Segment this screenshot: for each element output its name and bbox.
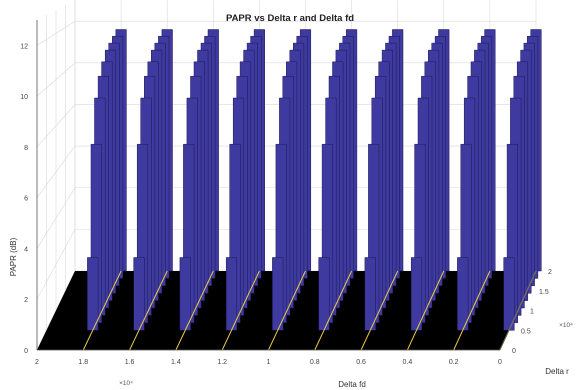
y-axis-label: Delta r: [545, 367, 569, 376]
x-axis-exponent: ×10⁴: [119, 380, 133, 387]
z-tick-label: 12: [20, 43, 28, 50]
x-tick-label: 0.6: [356, 359, 366, 366]
group-base-edge: [360, 270, 399, 351]
bar-group: [82, 29, 127, 351]
group-base-edge: [268, 270, 306, 351]
bar-series: [82, 29, 542, 351]
x-axis-label: Delta fd: [338, 380, 366, 389]
z-tick-label: 0: [24, 348, 28, 355]
bar: [457, 257, 469, 331]
z-tick-label: 4: [24, 246, 28, 253]
bar-group: [499, 29, 542, 351]
bar: [272, 257, 284, 331]
group-base-edge: [221, 270, 260, 351]
z-tick-label: 8: [24, 145, 28, 152]
bar-group: [129, 29, 173, 351]
y-tick-label: 1.5: [539, 289, 549, 296]
bar-group: [314, 29, 358, 351]
group-base-edge: [82, 270, 122, 351]
group-base-edge: [314, 270, 353, 351]
bar: [179, 257, 191, 331]
x-tick-label: 0.2: [449, 359, 459, 366]
y-tick-label: 1: [530, 309, 534, 316]
z-axis-label: PAPR (dB): [9, 237, 18, 276]
x-tick-label: 0.4: [403, 359, 413, 366]
x-tick-label: 1.8: [78, 359, 88, 366]
bar: [318, 257, 330, 331]
bar-group: [406, 29, 450, 351]
y-tick-label: 0: [512, 348, 516, 355]
bar-group: [453, 29, 496, 351]
y-tick-label: 2: [548, 269, 552, 276]
group-base-edge: [129, 270, 168, 351]
axis-lines: [36, 20, 537, 351]
bar: [364, 257, 376, 331]
x-tick-label: 1: [267, 359, 271, 366]
bar: [87, 257, 99, 331]
y-tick-label: 0.5: [521, 328, 531, 335]
bar: [410, 257, 423, 331]
y-axis-exponent: ×10⁴: [559, 322, 573, 329]
bar-group: [360, 29, 404, 351]
y-axis-line: [499, 270, 537, 351]
z-tick-label: 10: [20, 94, 28, 101]
x-tick-label: 1.6: [125, 359, 135, 366]
z-tick-label: 6: [24, 196, 28, 203]
bar-group: [268, 29, 312, 351]
chart-title: PAPR vs Delta r and Delta fd: [226, 13, 354, 24]
bar-group: [221, 29, 265, 351]
x-tick-label: 1.2: [217, 359, 227, 366]
group-base-edge: [453, 270, 491, 351]
group-base-edge: [406, 270, 445, 351]
group-base-edge: [175, 270, 214, 351]
bar: [133, 257, 145, 331]
x-tick-label: 0: [498, 359, 502, 366]
bar: [503, 257, 515, 331]
x-tick-label: 2: [35, 359, 39, 366]
x-tick-label: 0.8: [310, 359, 320, 366]
x-tick-label: 1.4: [171, 359, 181, 366]
bar: [225, 257, 238, 331]
bar-group: [175, 29, 219, 351]
z-tick-label: 2: [24, 297, 28, 304]
